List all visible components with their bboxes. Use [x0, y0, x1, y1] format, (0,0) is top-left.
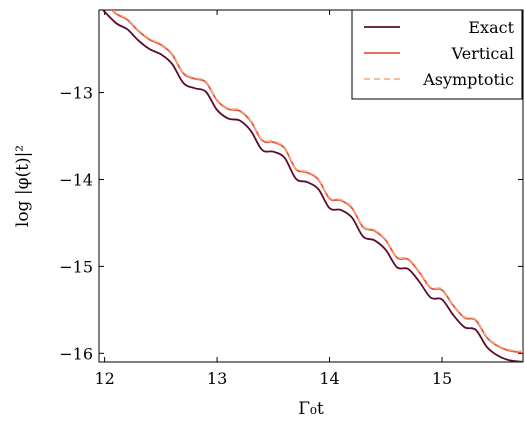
- legend: Exact Vertical Asymptotic: [351, 9, 523, 100]
- x-tick-label: 12: [94, 369, 114, 388]
- x-tick-label: 13: [207, 369, 227, 388]
- axis-ticks: 12 13 14 15 −13 −14 −15 −16: [59, 10, 523, 388]
- x-axis-label: Γ₀t: [298, 399, 324, 419]
- y-tick-label: −13: [59, 84, 93, 103]
- plot-frame: [98, 9, 524, 363]
- series-group: [101, 10, 523, 362]
- legend-label-exact: Exact: [468, 18, 514, 37]
- y-tick-label: −14: [59, 170, 93, 189]
- series-line-exact: [101, 10, 523, 362]
- x-tick-label: 14: [319, 369, 339, 388]
- x-tick-label: 15: [432, 369, 452, 388]
- y-tick-label: −15: [59, 257, 93, 276]
- series-line-asymptotic: [111, 10, 523, 353]
- legend-label-vertical: Vertical: [451, 44, 514, 63]
- legend-box: [351, 9, 523, 100]
- y-tick-label: −16: [59, 344, 93, 363]
- legend-label-asymptotic: Asymptotic: [422, 70, 514, 89]
- y-axis-label: log |φ(t)|²: [13, 145, 33, 227]
